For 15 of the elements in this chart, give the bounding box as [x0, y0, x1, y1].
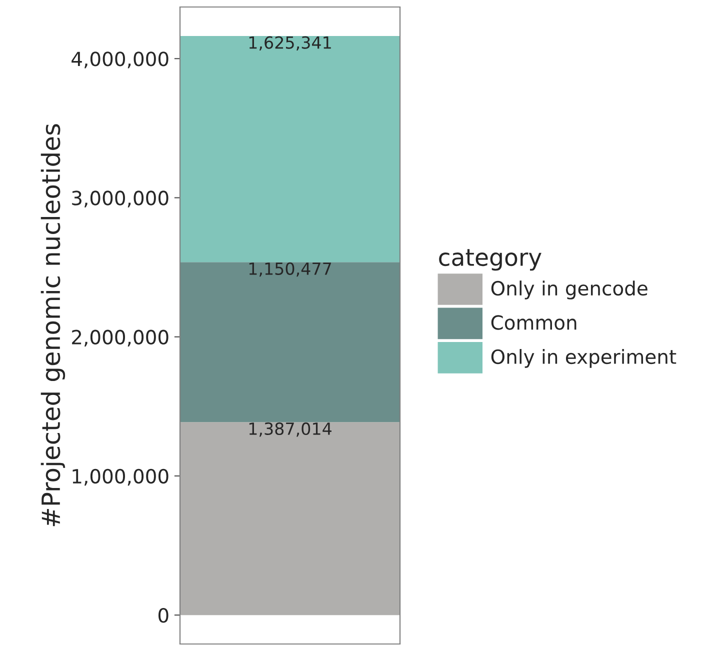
- legend-label: Only in experiment: [491, 349, 676, 368]
- data-label: 1,625,341: [249, 36, 331, 51]
- legend-label: Common: [491, 315, 576, 330]
- y-tick-label: 1,000,000: [72, 468, 168, 486]
- legend-title: category: [439, 249, 542, 271]
- y-tick-label: 3,000,000: [72, 190, 168, 208]
- data-label: 1,150,477: [249, 262, 331, 277]
- y-tick-label: 2,000,000: [72, 330, 168, 346]
- legend-label: Only in gencode: [491, 280, 648, 300]
- y-axis-title: #Projected genomic nucleotides: [40, 124, 66, 526]
- bar: [180, 422, 400, 616]
- data-label: 1,387,014: [249, 422, 332, 437]
- bar: [180, 262, 400, 422]
- y-tick-label: 4,000,000: [72, 52, 168, 68]
- y-tick-label: 0: [158, 608, 168, 623]
